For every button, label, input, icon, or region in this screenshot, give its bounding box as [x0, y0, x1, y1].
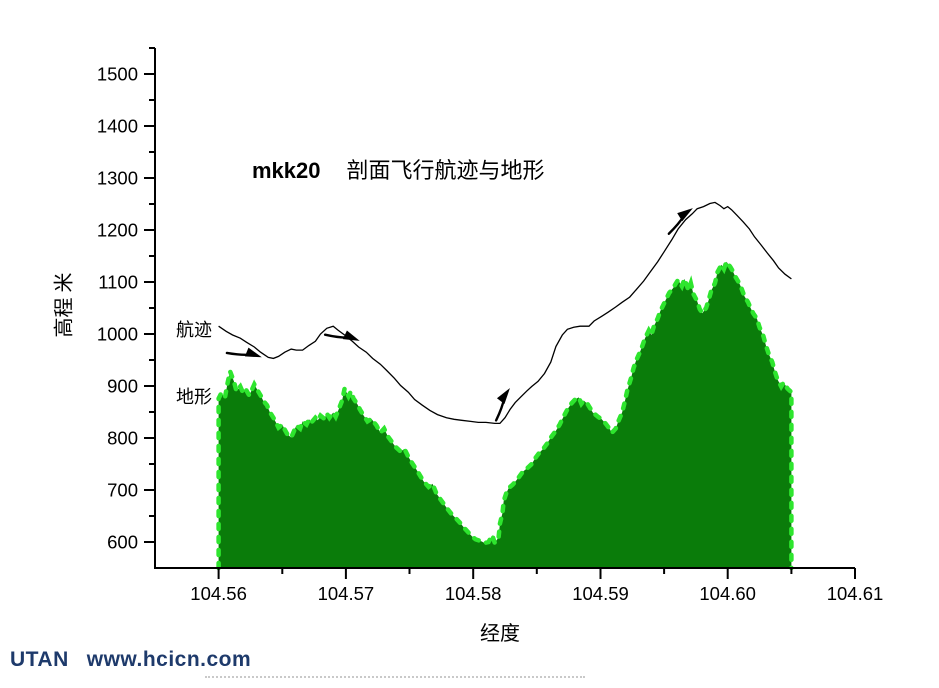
trajectory-line: [218, 201, 792, 425]
x-tick-label: 104.57: [318, 583, 375, 604]
arrow-head: [496, 388, 510, 405]
direction-arrow: [494, 388, 510, 422]
chart-title-prefix: mkk20: [252, 158, 321, 183]
footer-dotted-line: [205, 676, 585, 678]
y-tick-label: 1300: [97, 168, 138, 189]
x-tick-label: 104.58: [445, 583, 502, 604]
watermark-footer: UTAN www.hcicn.com: [10, 648, 251, 672]
y-tick-label: 1000: [97, 324, 138, 345]
y-tick-label: 600: [107, 532, 138, 553]
terrain-area: [218, 261, 792, 568]
y-tick-label: 1400: [97, 116, 138, 137]
y-tick-label: 1200: [97, 220, 138, 241]
y-tick-label: 700: [107, 480, 138, 501]
direction-arrow: [667, 208, 693, 235]
arrow-head: [244, 347, 262, 358]
terrain-series-label: 地形: [176, 387, 212, 407]
y-tick-label: 1500: [97, 64, 138, 85]
direction-arrow: [225, 347, 262, 358]
arrow-head: [342, 330, 360, 341]
arrow-tail: [494, 396, 506, 422]
axes-frame: [154, 48, 855, 569]
direction-arrow: [323, 330, 360, 341]
terrain-outline: [216, 256, 794, 571]
x-tick-label: 104.59: [572, 583, 629, 604]
brand-text: UTAN: [10, 648, 69, 671]
x-tick-label: 104.61: [827, 583, 884, 604]
y-tick-label: 900: [107, 376, 138, 397]
chart-title: mkk20 剖面飞行航迹与地形: [252, 153, 545, 185]
y-tick-label: 1100: [98, 272, 138, 293]
chart-title-main: 剖面飞行航迹与地形: [346, 158, 545, 183]
arrow-head: [677, 208, 693, 222]
x-tick-label: 104.56: [190, 583, 247, 604]
trajectory-series-label: 航迹: [176, 320, 212, 340]
y-tick-label: 800: [107, 428, 138, 449]
website-url: www.hcicn.com: [86, 648, 252, 671]
x-axis-label: 经度: [480, 623, 520, 645]
x-tick-label: 104.60: [699, 583, 756, 604]
y-axis-label: 高程 米: [53, 272, 76, 338]
